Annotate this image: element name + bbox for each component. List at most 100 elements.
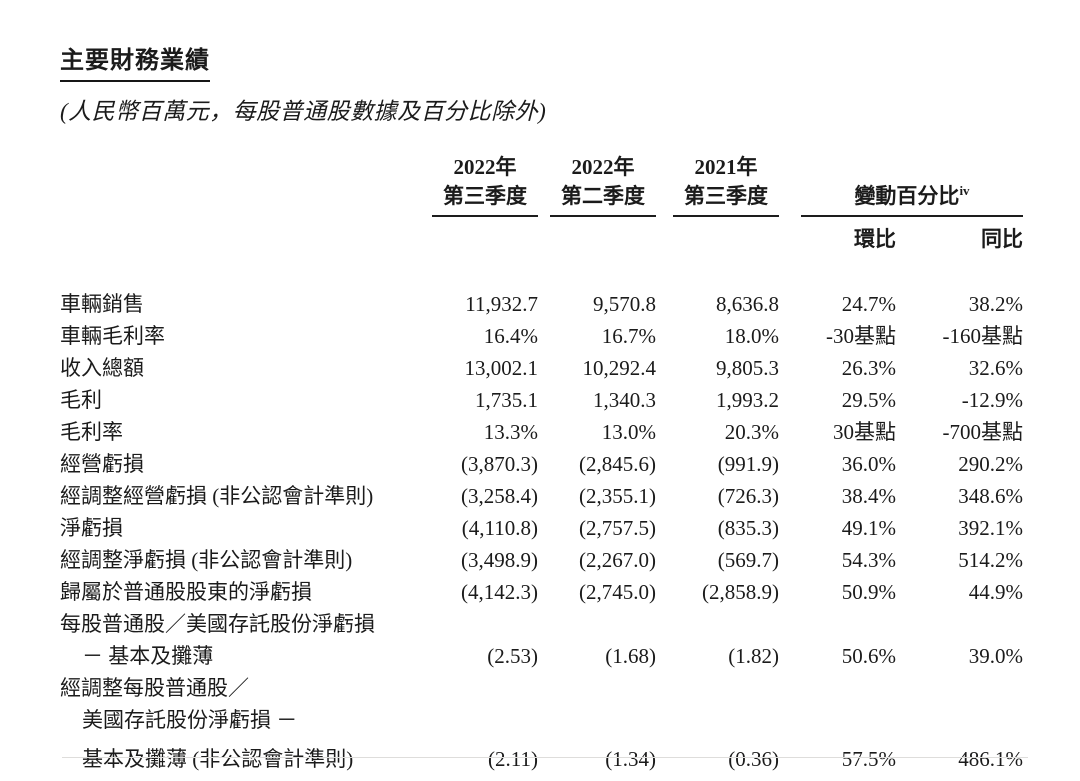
cell-value: 9,805.3	[716, 356, 779, 380]
cell-value: -12.9%	[961, 388, 1023, 412]
row-label-line: 基本及攤薄 (非公認會計準則)	[82, 747, 354, 771]
table-row: 淨虧損 (4,110.8) (2,757.5) (835.3) 49.1% 392.1%	[60, 512, 1023, 544]
cell-value: 57.5%	[841, 747, 896, 771]
cell-value: 30基點	[833, 420, 896, 444]
col-header-qoq: 環比	[854, 227, 896, 251]
cell-value: (0.36)	[728, 747, 779, 771]
change-subheader-row: 環比 同比	[60, 217, 1023, 252]
cell-value: 24.7%	[841, 292, 896, 316]
table-row: 每股普通股／美國存託股份淨虧損 － 基本及攤薄 (2.53) (1.68) (1.82)…	[60, 608, 1023, 672]
header-spacer	[60, 153, 431, 217]
cell-value: 514.2%	[958, 548, 1023, 572]
cell-value: (2,745.0)	[579, 580, 656, 604]
page-divider	[62, 757, 1028, 758]
cell-value: (3,870.3)	[461, 452, 538, 476]
cell-value: (2,757.5)	[579, 516, 656, 540]
row-label-line: 毛利	[60, 388, 102, 412]
row-label-line: 收入總額	[60, 356, 144, 380]
row-label: 淨虧損	[60, 512, 431, 544]
col-header-q3-2021: 2021年 第三季度	[656, 153, 779, 217]
table-row: 歸屬於普通股股東的淨虧損 (4,142.3) (2,745.0) (2,858.9) 5…	[60, 576, 1023, 608]
units-note: (人民幣百萬元，每股普通股數據及百分比除外)	[60, 99, 547, 124]
cell-value: 16.4%	[483, 324, 538, 348]
cell-value: (3,498.9)	[461, 548, 538, 572]
table-row: 毛利率 13.3% 13.0% 20.3% 30基點 -700基點	[60, 416, 1023, 448]
table-row: 車輛毛利率 16.4% 16.7% 18.0% -30基點 -160基點	[60, 320, 1023, 352]
cell-value: 54.3%	[841, 548, 896, 572]
row-label: 經調整淨虧損 (非公認會計準則)	[60, 544, 431, 576]
table-row: 毛利 1,735.1 1,340.3 1,993.2 29.5% -12.9%	[60, 384, 1023, 416]
cell-value: -160基點	[942, 324, 1024, 348]
cell-value: 36.0%	[841, 452, 896, 476]
row-label-line: 經調整每股普通股／	[60, 676, 249, 700]
subheader-spacer	[538, 217, 656, 252]
row-label-line: 美國存託股份淨虧損 －	[82, 708, 298, 732]
cell-value: (3,258.4)	[461, 484, 538, 508]
cell-value: 1,735.1	[475, 388, 538, 412]
cell-value: 44.9%	[968, 580, 1023, 604]
table-row: 車輛銷售 11,932.7 9,570.8 8,636.8 24.7% 38.2%	[60, 252, 1023, 320]
cell-value: 13,002.1	[464, 356, 539, 380]
row-label: 車輛銷售	[60, 252, 431, 320]
cell-value: (1.34)	[605, 747, 656, 771]
cell-value: (835.3)	[717, 516, 779, 540]
cell-value: 1,340.3	[593, 388, 656, 412]
col-header-year: 2022年	[571, 155, 635, 179]
change-pct-label: 變動百分比	[854, 184, 960, 208]
subheader-spacer	[60, 217, 431, 252]
cell-value: (2,267.0)	[579, 548, 656, 572]
row-label: 歸屬於普通股股東的淨虧損	[60, 576, 431, 608]
cell-value: 10,292.4	[582, 356, 657, 380]
row-label: 車輛毛利率	[60, 320, 431, 352]
col-header-change-pct: 變動百分比iv	[779, 153, 1023, 217]
cell-value: (1.68)	[605, 644, 656, 668]
cell-value: (991.9)	[717, 452, 779, 476]
page-title: 主要財務業績	[60, 40, 1023, 82]
cell-value: (569.7)	[717, 548, 779, 572]
financial-results-table: 2022年 第三季度 2022年 第二季度 2021年 第三季度	[60, 153, 1023, 775]
cell-value: 29.5%	[841, 388, 896, 412]
report-content: 主要財務業績 (人民幣百萬元，每股普通股數據及百分比除外) 2022年 第三季度…	[60, 40, 1023, 775]
cell-value: 13.3%	[483, 420, 538, 444]
cell-value: 32.6%	[968, 356, 1023, 380]
cell-value: 49.1%	[841, 516, 896, 540]
cell-value: (2,355.1)	[579, 484, 656, 508]
cell-value: 11,932.7	[465, 292, 538, 316]
footnote-marker: iv	[959, 183, 970, 198]
col-header-quarter: 第三季度	[443, 184, 527, 208]
cell-value: 8,636.8	[716, 292, 779, 316]
col-header-quarter: 第二季度	[561, 184, 645, 208]
row-label-line: 毛利率	[60, 420, 123, 444]
row-label: 經調整每股普通股／ 美國存託股份淨虧損 － 基本及攤薄 (非公認會計準則)	[60, 672, 431, 775]
cell-value: (2,845.6)	[579, 452, 656, 476]
row-label: 毛利率	[60, 416, 431, 448]
cell-value: 26.3%	[841, 356, 896, 380]
col-header-year: 2021年	[694, 155, 758, 179]
period-header-row: 2022年 第三季度 2022年 第二季度 2021年 第三季度	[60, 153, 1023, 217]
row-label-line: 車輛銷售	[60, 292, 144, 316]
cell-value: (1.82)	[728, 644, 779, 668]
col-header-q2-2022: 2022年 第二季度	[538, 153, 656, 217]
cell-value: 392.1%	[958, 516, 1023, 540]
cell-value: 9,570.8	[593, 292, 656, 316]
cell-value: 16.7%	[601, 324, 656, 348]
row-label-line: － 基本及攤薄	[82, 644, 214, 668]
cell-value: 39.0%	[968, 644, 1023, 668]
table-row: 經調整淨虧損 (非公認會計準則) (3,498.9) (2,267.0) (569.7…	[60, 544, 1023, 576]
cell-value: 1,993.2	[716, 388, 779, 412]
section-heading: 主要財務業績	[60, 40, 210, 82]
cell-value: (2.11)	[488, 747, 538, 771]
col-header-q3-2022: 2022年 第三季度	[431, 153, 538, 217]
table-body: 車輛銷售 11,932.7 9,570.8 8,636.8 24.7% 38.2% 車輛毛利…	[60, 252, 1023, 775]
col-header-yoy: 同比	[981, 227, 1023, 251]
row-label-line: 經營虧損	[60, 452, 144, 476]
table-row: 經調整經營虧損 (非公認會計準則) (3,258.4) (2,355.1) (726.…	[60, 480, 1023, 512]
cell-value: 50.9%	[841, 580, 896, 604]
cell-value: 38.2%	[968, 292, 1023, 316]
row-label: 經營虧損	[60, 448, 431, 480]
row-label-line: 歸屬於普通股股東的淨虧損	[60, 580, 312, 604]
cell-value: (4,142.3)	[461, 580, 538, 604]
cell-value: 18.0%	[724, 324, 779, 348]
cell-value: (2,858.9)	[702, 580, 779, 604]
